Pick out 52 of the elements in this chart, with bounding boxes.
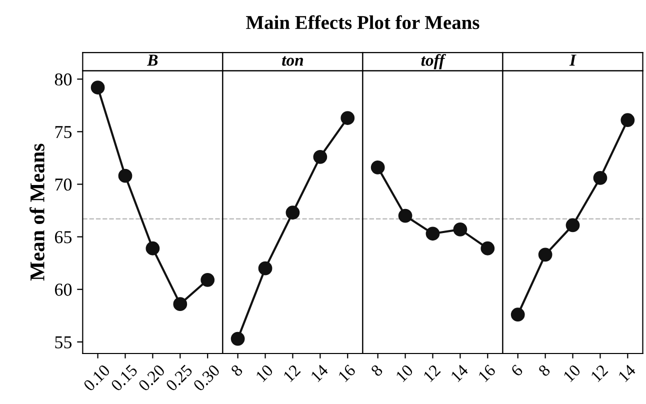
point [510, 308, 525, 322]
point [286, 206, 300, 220]
point [258, 261, 272, 276]
y-axis-title: Mean of Means [30, 144, 44, 281]
x-tick-label: 0.30 [192, 364, 220, 392]
x-tick-label: 12 [590, 364, 608, 382]
point [313, 150, 328, 164]
x-tick-label: 0.10 [82, 364, 111, 392]
chart-subtitle: B [146, 54, 158, 66]
x-tick-label: 16 [338, 364, 356, 382]
x-tick-label: 8 [230, 364, 244, 377]
point [566, 218, 580, 232]
point [200, 272, 215, 287]
x-tick-label: 16 [478, 364, 496, 382]
chart-subtitle: toff [421, 54, 446, 70]
y-tick-label: 75 [55, 126, 72, 138]
x-tick-label: 8 [538, 364, 551, 377]
point [146, 241, 160, 256]
point [426, 226, 440, 241]
point [398, 208, 412, 223]
point [340, 111, 355, 125]
y-tick-label: 55 [55, 336, 72, 348]
y-tick-label: 80 [54, 73, 72, 86]
x-tick-label: 10 [562, 364, 582, 382]
x-tick-label: 0.25 [165, 364, 194, 392]
x-tick-label: 0.20 [138, 364, 166, 392]
x-tick-label: 12 [422, 364, 441, 382]
x-tick-label: 12 [282, 364, 301, 382]
point [370, 160, 385, 174]
chart-subtitle: I [569, 54, 576, 66]
point [230, 332, 245, 346]
chart-title: Main Effects Plot for Means [246, 15, 480, 30]
chart-subtitle: ton [282, 56, 304, 66]
x-tick-label: 10 [255, 364, 274, 382]
point [453, 222, 468, 236]
point [593, 170, 608, 185]
x-tick-label: 14 [618, 364, 636, 382]
point [480, 241, 495, 256]
x-tick-label: 14 [310, 364, 329, 382]
x-tick-label: 14 [450, 364, 469, 382]
x-tick-label: 10 [395, 364, 414, 382]
point [538, 248, 552, 262]
point [620, 113, 635, 128]
x-tick-label: 8 [370, 364, 384, 377]
y-tick-label: 60 [54, 284, 72, 296]
x-tick-label: 0.15 [110, 364, 138, 392]
x-tick-label: 6 [510, 364, 524, 377]
y-tick-label: 70 [55, 178, 72, 191]
point [118, 168, 132, 183]
point [173, 297, 188, 312]
point [90, 80, 105, 94]
y-tick-label: 65 [54, 231, 72, 244]
